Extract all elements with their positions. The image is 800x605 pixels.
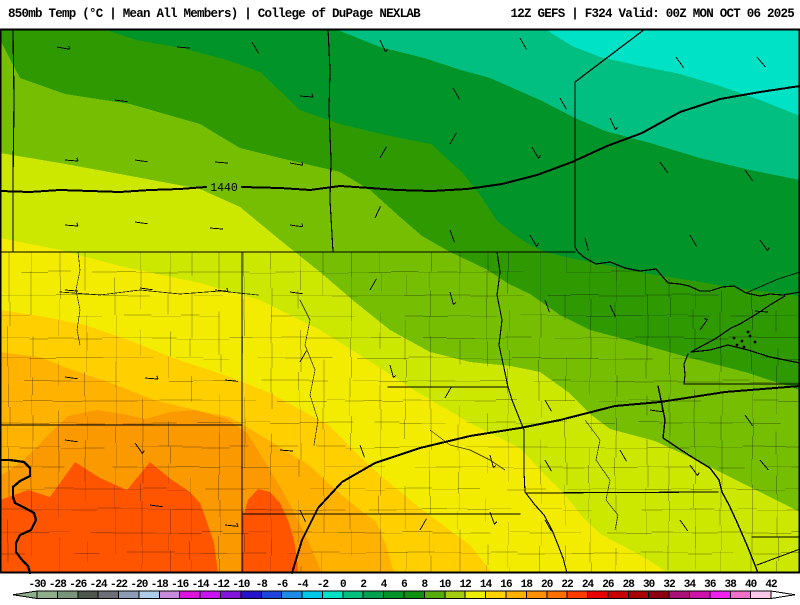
svg-text:-28: -28 (49, 579, 67, 591)
svg-text:-20: -20 (130, 579, 147, 591)
svg-text:-16: -16 (171, 579, 188, 591)
svg-text:16: 16 (500, 579, 512, 591)
svg-text:28: 28 (623, 579, 636, 591)
svg-text:40: 40 (745, 579, 757, 591)
svg-text:38: 38 (725, 579, 738, 591)
svg-text:-2: -2 (317, 579, 329, 591)
svg-text:26: 26 (602, 579, 614, 591)
svg-text:12: 12 (459, 579, 471, 591)
svg-text:-22: -22 (110, 579, 127, 591)
svg-text:-24: -24 (90, 579, 108, 591)
svg-text:30: 30 (643, 579, 655, 591)
svg-text:4: 4 (381, 579, 388, 591)
svg-text:-18: -18 (151, 579, 169, 591)
svg-text:20: 20 (541, 579, 553, 591)
svg-text:32: 32 (663, 579, 675, 591)
svg-text:0: 0 (340, 579, 346, 591)
svg-text:34: 34 (684, 579, 697, 591)
svg-text:-8: -8 (256, 579, 269, 591)
svg-text:24: 24 (582, 579, 595, 591)
svg-text:2: 2 (360, 579, 366, 591)
svg-text:14: 14 (480, 579, 493, 591)
svg-text:-26: -26 (69, 579, 86, 591)
svg-text:8: 8 (422, 579, 429, 591)
svg-text:-6: -6 (276, 579, 288, 591)
svg-text:-14: -14 (192, 579, 210, 591)
svg-text:-4: -4 (296, 579, 309, 591)
svg-text:-12: -12 (212, 579, 229, 591)
svg-text:-10: -10 (232, 579, 249, 591)
svg-text:1440: 1440 (210, 182, 238, 195)
svg-text:22: 22 (561, 579, 573, 591)
svg-text:6: 6 (401, 579, 407, 591)
svg-text:18: 18 (521, 579, 534, 591)
svg-text:36: 36 (704, 579, 716, 591)
svg-text:42: 42 (765, 579, 777, 591)
svg-text:-30: -30 (28, 579, 45, 591)
svg-text:10: 10 (439, 579, 451, 591)
